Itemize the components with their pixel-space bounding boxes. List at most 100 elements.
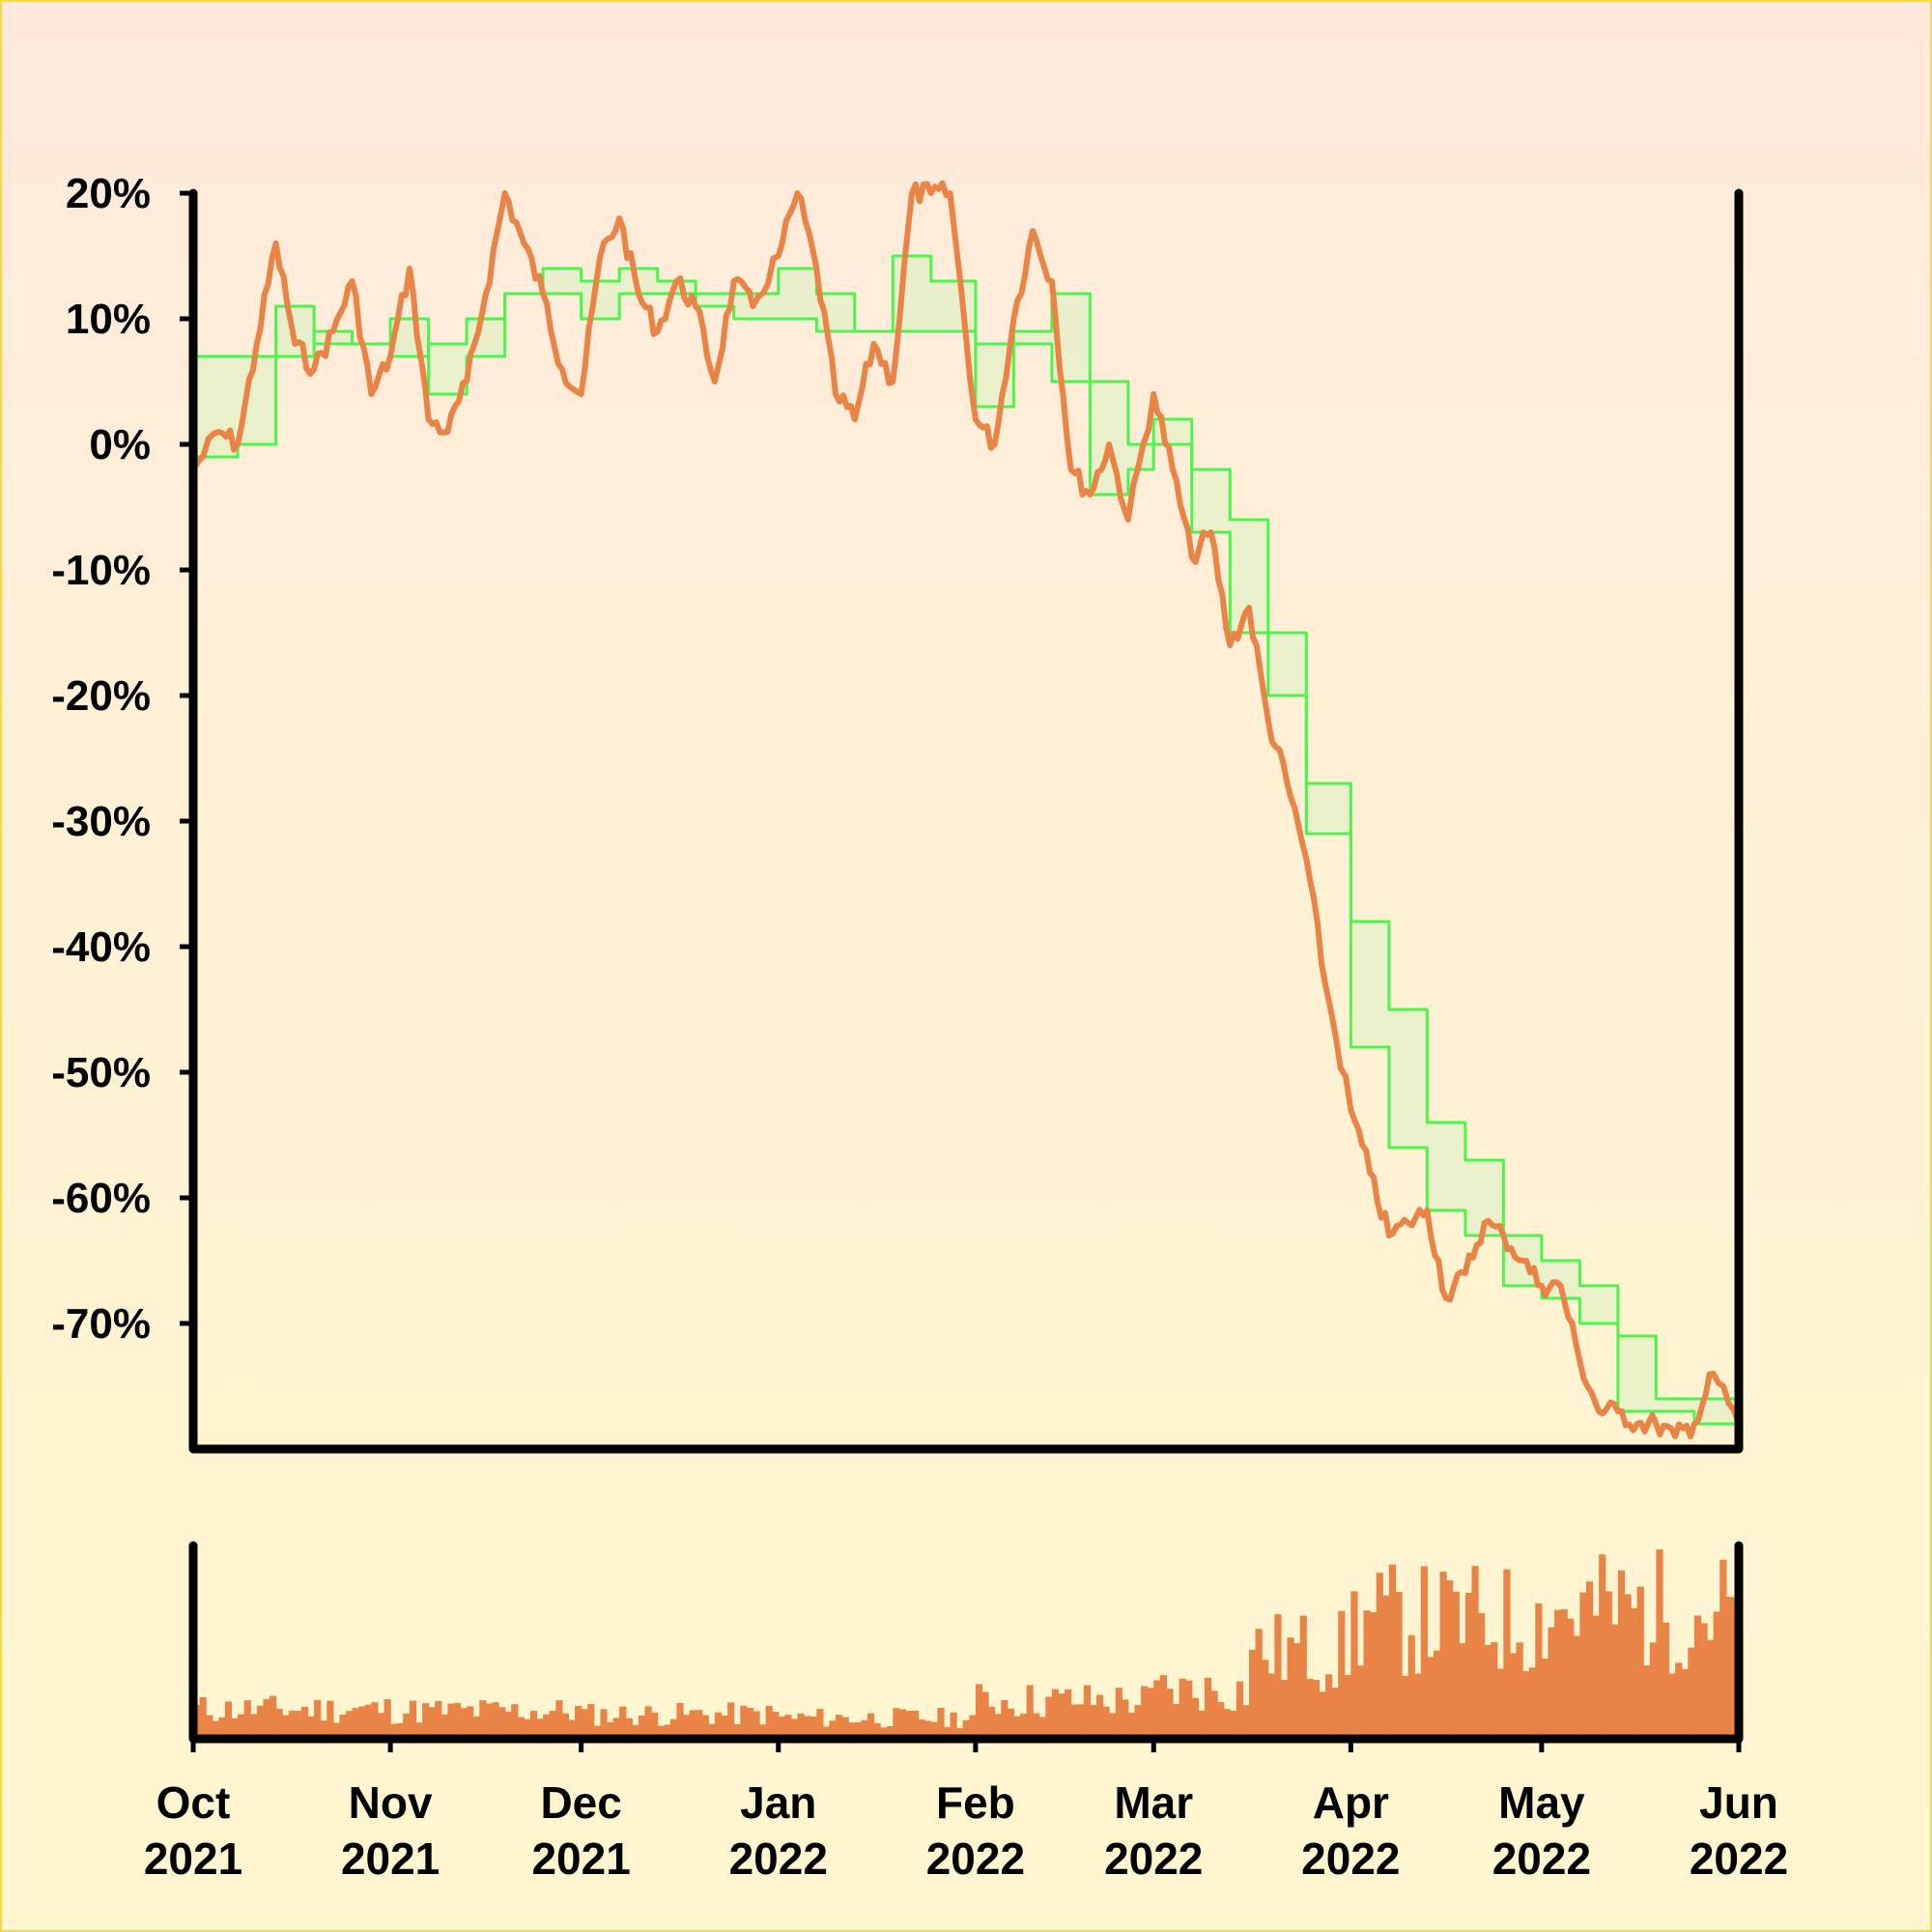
volume-bar bbox=[1573, 1635, 1580, 1739]
x-tick-month-label: Nov bbox=[349, 1777, 433, 1828]
y-tick-label: -40% bbox=[51, 923, 151, 971]
volume-bar bbox=[377, 1713, 385, 1739]
x-tick-year-label: 2021 bbox=[341, 1833, 440, 1884]
volume-bar bbox=[619, 1706, 627, 1739]
x-tick-year-label: 2022 bbox=[1301, 1833, 1400, 1884]
volume-bar bbox=[1249, 1649, 1257, 1739]
volume-bar bbox=[1127, 1712, 1136, 1739]
volume-bar bbox=[288, 1710, 296, 1739]
y-tick-label: -50% bbox=[51, 1049, 151, 1096]
volume-bar bbox=[435, 1701, 442, 1739]
volume-bar bbox=[1382, 1595, 1390, 1739]
volume-bar bbox=[1388, 1564, 1397, 1739]
volume-bar bbox=[644, 1706, 652, 1739]
volume-bar bbox=[250, 1714, 258, 1739]
volume-bar bbox=[1605, 1591, 1612, 1739]
volume-bar bbox=[1649, 1642, 1657, 1739]
volume-bar bbox=[638, 1715, 646, 1739]
volume-bar bbox=[1611, 1624, 1619, 1739]
volume-bar bbox=[1471, 1566, 1479, 1739]
volume-bars bbox=[193, 1549, 1740, 1739]
volume-bar bbox=[1624, 1594, 1632, 1739]
volume-bar bbox=[1019, 1714, 1028, 1739]
volume-bar bbox=[600, 1709, 608, 1739]
volume-bar bbox=[1675, 1662, 1683, 1739]
volume-bar bbox=[912, 1710, 920, 1739]
volume-bar bbox=[295, 1711, 302, 1739]
volume-bar bbox=[1503, 1569, 1511, 1739]
volume-bar bbox=[440, 1714, 448, 1739]
x-tick-year-label: 2022 bbox=[1492, 1833, 1591, 1884]
volume-bar bbox=[409, 1700, 417, 1739]
volume-bar bbox=[606, 1721, 614, 1739]
volume-bar bbox=[746, 1707, 754, 1739]
volume-bar bbox=[1122, 1699, 1129, 1739]
volume-bar bbox=[1427, 1657, 1435, 1739]
volume-bar bbox=[1528, 1667, 1536, 1739]
volume-bar bbox=[816, 1709, 824, 1739]
x-tick-month-label: Apr bbox=[1313, 1777, 1389, 1828]
volume-bar bbox=[1668, 1673, 1676, 1739]
volume-bar bbox=[612, 1718, 620, 1739]
volume-bar bbox=[861, 1719, 868, 1739]
volume-bar bbox=[790, 1719, 799, 1739]
volume-bar bbox=[1179, 1678, 1186, 1739]
volume-bar bbox=[994, 1714, 1002, 1739]
volume-bar bbox=[282, 1715, 290, 1739]
volume-bar bbox=[1159, 1675, 1167, 1739]
volume-bar bbox=[772, 1712, 780, 1739]
volume-bar bbox=[1312, 1680, 1321, 1739]
volume-bar bbox=[224, 1701, 233, 1739]
volume-bar bbox=[727, 1702, 735, 1739]
volume-bar bbox=[1141, 1686, 1149, 1739]
volume-bar bbox=[517, 1717, 525, 1739]
volume-bar bbox=[867, 1713, 875, 1739]
volume-bar bbox=[683, 1715, 691, 1739]
volume-bar bbox=[1656, 1549, 1663, 1739]
volume-bar bbox=[873, 1722, 881, 1739]
volume-bar bbox=[1070, 1704, 1078, 1739]
volume-bar bbox=[1713, 1611, 1720, 1739]
volume-bar bbox=[1681, 1668, 1689, 1739]
volume-bar bbox=[1478, 1612, 1486, 1739]
volume-bar bbox=[1115, 1688, 1122, 1739]
x-tick-month-label: May bbox=[1498, 1777, 1585, 1828]
volume-bar bbox=[1109, 1713, 1117, 1739]
volume-bar bbox=[1356, 1665, 1365, 1739]
volume-bar bbox=[593, 1725, 601, 1739]
volume-bar bbox=[1548, 1627, 1555, 1739]
volume-bar bbox=[1204, 1677, 1212, 1739]
volume-bar bbox=[561, 1713, 570, 1739]
volume-bar bbox=[587, 1703, 595, 1739]
volume-bar bbox=[275, 1708, 283, 1739]
volume-bar bbox=[300, 1706, 309, 1739]
volume-bar bbox=[924, 1720, 932, 1739]
volume-bar bbox=[1134, 1705, 1142, 1739]
volume-bar bbox=[453, 1702, 462, 1739]
x-tick-year-label: 2022 bbox=[1104, 1833, 1203, 1884]
volume-bar bbox=[1255, 1629, 1263, 1739]
volume-bar bbox=[1631, 1607, 1638, 1739]
volume-bar bbox=[1599, 1554, 1606, 1739]
volume-bar bbox=[1707, 1639, 1715, 1739]
volume-bar bbox=[1051, 1689, 1060, 1739]
y-tick-label: -70% bbox=[51, 1300, 151, 1348]
volume-bar bbox=[364, 1704, 372, 1739]
volume-bar bbox=[1262, 1660, 1269, 1739]
volume-bar bbox=[1617, 1570, 1626, 1739]
volume-bar bbox=[943, 1726, 952, 1739]
volume-bar bbox=[1643, 1665, 1651, 1739]
volume-bar bbox=[332, 1722, 341, 1739]
volume-bar bbox=[625, 1718, 633, 1739]
volume-bar bbox=[1452, 1591, 1460, 1739]
volume-bar bbox=[1484, 1644, 1492, 1739]
volume-bar bbox=[1725, 1597, 1734, 1739]
volume-bar bbox=[1567, 1618, 1575, 1739]
volume-bar bbox=[1688, 1647, 1695, 1739]
volume-bar bbox=[403, 1713, 411, 1739]
volume-bar bbox=[1007, 1708, 1014, 1739]
volume-bar bbox=[1592, 1615, 1600, 1739]
volume-bar bbox=[467, 1706, 474, 1739]
volume-bar bbox=[651, 1712, 659, 1739]
volume-bar bbox=[543, 1714, 551, 1739]
